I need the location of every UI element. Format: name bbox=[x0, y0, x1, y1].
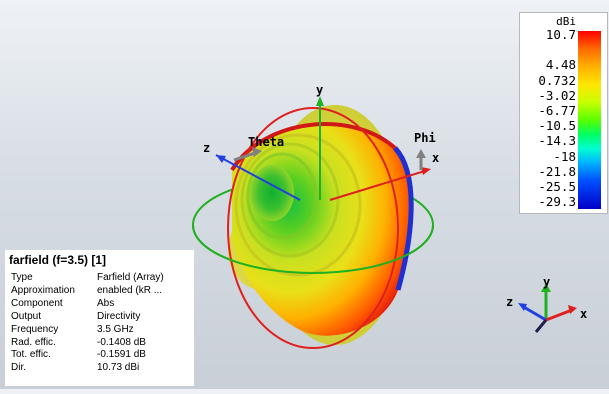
scale-label: -29.3 bbox=[538, 194, 576, 210]
info-row-tot-effic: Tot. effic. -0.1591 dB bbox=[11, 349, 191, 362]
gizmo-y-arrow bbox=[541, 283, 551, 292]
gizmo-label-x: x bbox=[580, 307, 587, 321]
info-key: Dir. bbox=[11, 362, 26, 374]
info-key: Type bbox=[11, 272, 33, 283]
phi-arrow-head bbox=[416, 149, 426, 158]
theta-arrow-head bbox=[252, 147, 262, 157]
scale-label: -18 bbox=[553, 148, 576, 164]
color-scale-legend: dBi 10.7 4.48 0.732 -3.02 -6.77 -10.5 -1… bbox=[519, 12, 608, 214]
gizmo-label-y: y bbox=[543, 275, 550, 289]
scale-label: -3.02 bbox=[538, 87, 576, 103]
lobe-ridge bbox=[240, 142, 340, 258]
info-row-rad-effic: Rad. effic. -0.1408 dB bbox=[11, 337, 191, 350]
info-value: Directivity bbox=[97, 310, 141, 322]
y-axis-arrow bbox=[316, 96, 324, 106]
lobe-rim-blue bbox=[393, 146, 414, 291]
scale-labels: 10.7 4.48 0.732 -3.02 -6.77 -10.5 -14.3 … bbox=[520, 27, 576, 209]
gizmo-z-arrow bbox=[518, 303, 527, 311]
scale-label: -14.3 bbox=[538, 133, 576, 149]
info-value: Abs bbox=[97, 297, 115, 309]
info-value: enabled (kR ... bbox=[97, 284, 163, 296]
farfield-info-panel: farfield (f=3.5) [1] Type Farfield (Arra… bbox=[5, 250, 194, 386]
z-axis-line bbox=[215, 154, 301, 201]
scale-label: 0.732 bbox=[538, 72, 576, 88]
info-key: Rad. effic. bbox=[11, 336, 56, 348]
lobe-ridge bbox=[234, 133, 362, 277]
theta-ring bbox=[227, 107, 399, 349]
info-row-component: Component Abs bbox=[11, 298, 191, 311]
lobe-ridge bbox=[246, 152, 318, 240]
axis-label-theta: Theta bbox=[248, 135, 284, 149]
scale-unit: dBi bbox=[556, 15, 576, 28]
scale-label: 4.48 bbox=[545, 57, 576, 73]
gizmo-dark-axis bbox=[534, 319, 548, 333]
info-row-dir: Dir. 10.73 dBi bbox=[11, 362, 191, 375]
scale-label: -10.5 bbox=[538, 118, 576, 134]
x-axis-line bbox=[329, 169, 429, 201]
info-value: -0.1591 dB bbox=[97, 349, 146, 361]
scale-label: -25.5 bbox=[538, 178, 576, 194]
info-value: 3.5 GHz bbox=[97, 323, 134, 335]
phi-ring-front bbox=[192, 224, 434, 274]
info-row-frequency: Frequency 3.5 GHz bbox=[11, 324, 191, 337]
axis-label-z: z bbox=[203, 141, 210, 155]
info-row-type: Type Farfield (Array) bbox=[11, 272, 191, 285]
info-value: 10.73 dBi bbox=[97, 362, 140, 374]
info-key: Component bbox=[11, 297, 63, 309]
info-key: Output bbox=[11, 310, 42, 322]
axis-label-y: y bbox=[316, 83, 323, 97]
axis-label-phi: Phi bbox=[414, 131, 436, 145]
info-key: Approximation bbox=[11, 284, 75, 296]
info-rows: Type Farfield (Array) Approximation enab… bbox=[11, 272, 191, 375]
color-scale-bar bbox=[578, 31, 601, 209]
scale-label: 10.7 bbox=[545, 27, 576, 42]
scale-label: -6.77 bbox=[538, 102, 576, 118]
orientation-gizmo[interactable]: y z x bbox=[506, 275, 587, 333]
info-key: Frequency bbox=[11, 323, 59, 335]
info-title: farfield (f=3.5) [1] bbox=[9, 253, 107, 267]
info-row-approximation: Approximation enabled (kR ... bbox=[11, 285, 191, 298]
gizmo-x-axis bbox=[545, 308, 573, 322]
x-axis-arrow bbox=[421, 167, 431, 175]
axis-label-x: x bbox=[432, 151, 439, 165]
gizmo-x-arrow bbox=[568, 305, 577, 314]
z-axis-arrow bbox=[216, 155, 226, 163]
info-value: Farfield (Array) bbox=[97, 272, 164, 283]
scale-label: -21.8 bbox=[538, 163, 576, 179]
info-value: -0.1408 dB bbox=[97, 336, 146, 348]
gizmo-label-z: z bbox=[506, 295, 513, 309]
gizmo-z-axis bbox=[521, 304, 547, 322]
info-key: Tot. effic. bbox=[11, 349, 51, 361]
info-row-output: Output Directivity bbox=[11, 311, 191, 324]
